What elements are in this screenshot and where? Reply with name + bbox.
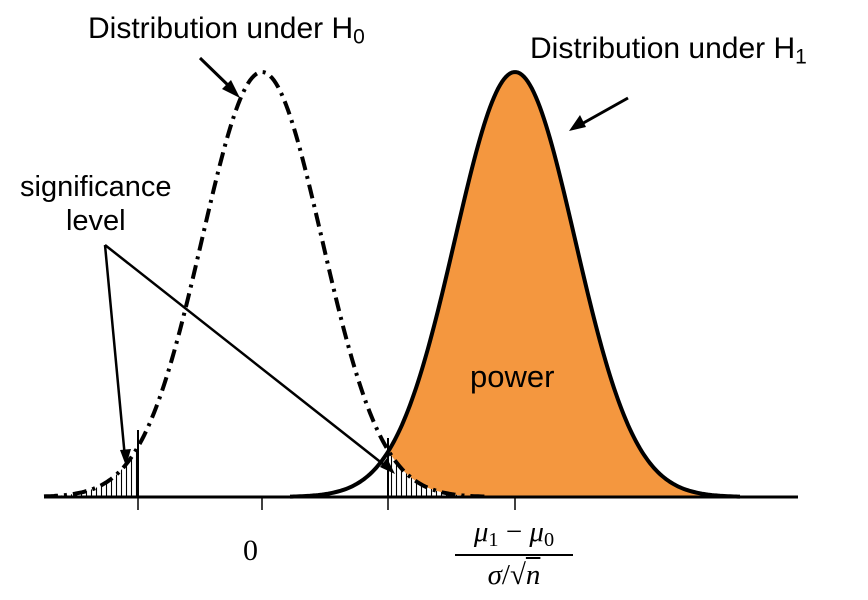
pointer-left-b-head (380, 458, 395, 474)
h1-distribution-curve (290, 70, 740, 499)
significance-level-label: significance level (20, 170, 172, 238)
pointer-left-b (104, 244, 389, 469)
power-region (388, 72, 740, 497)
fraction-numerator: μ1 − μ0 (473, 516, 555, 552)
pointer-left-a (103, 244, 127, 459)
arrow-h0-head (222, 80, 240, 98)
h0-label: Distribution under H0 (88, 12, 365, 49)
significance-label-line2: level (65, 205, 126, 237)
pointer-left-a-head (120, 449, 131, 466)
fraction-denominator: σ/√n (487, 559, 541, 592)
power-label: power (470, 359, 555, 394)
zero-tick-label: 0 (243, 534, 258, 567)
significance-region-right (388, 450, 490, 497)
significance-region-left (44, 446, 138, 497)
h1-label: Distribution under H1 (530, 32, 807, 69)
fraction-bar (455, 554, 573, 557)
effect-size-fraction: μ1 − μ0 σ/√n (455, 516, 573, 592)
significance-label-line1: significance (20, 171, 172, 203)
arrow-h1-head (569, 115, 586, 131)
h0-distribution-curve (43, 69, 491, 499)
arrow-h1 (577, 96, 629, 128)
